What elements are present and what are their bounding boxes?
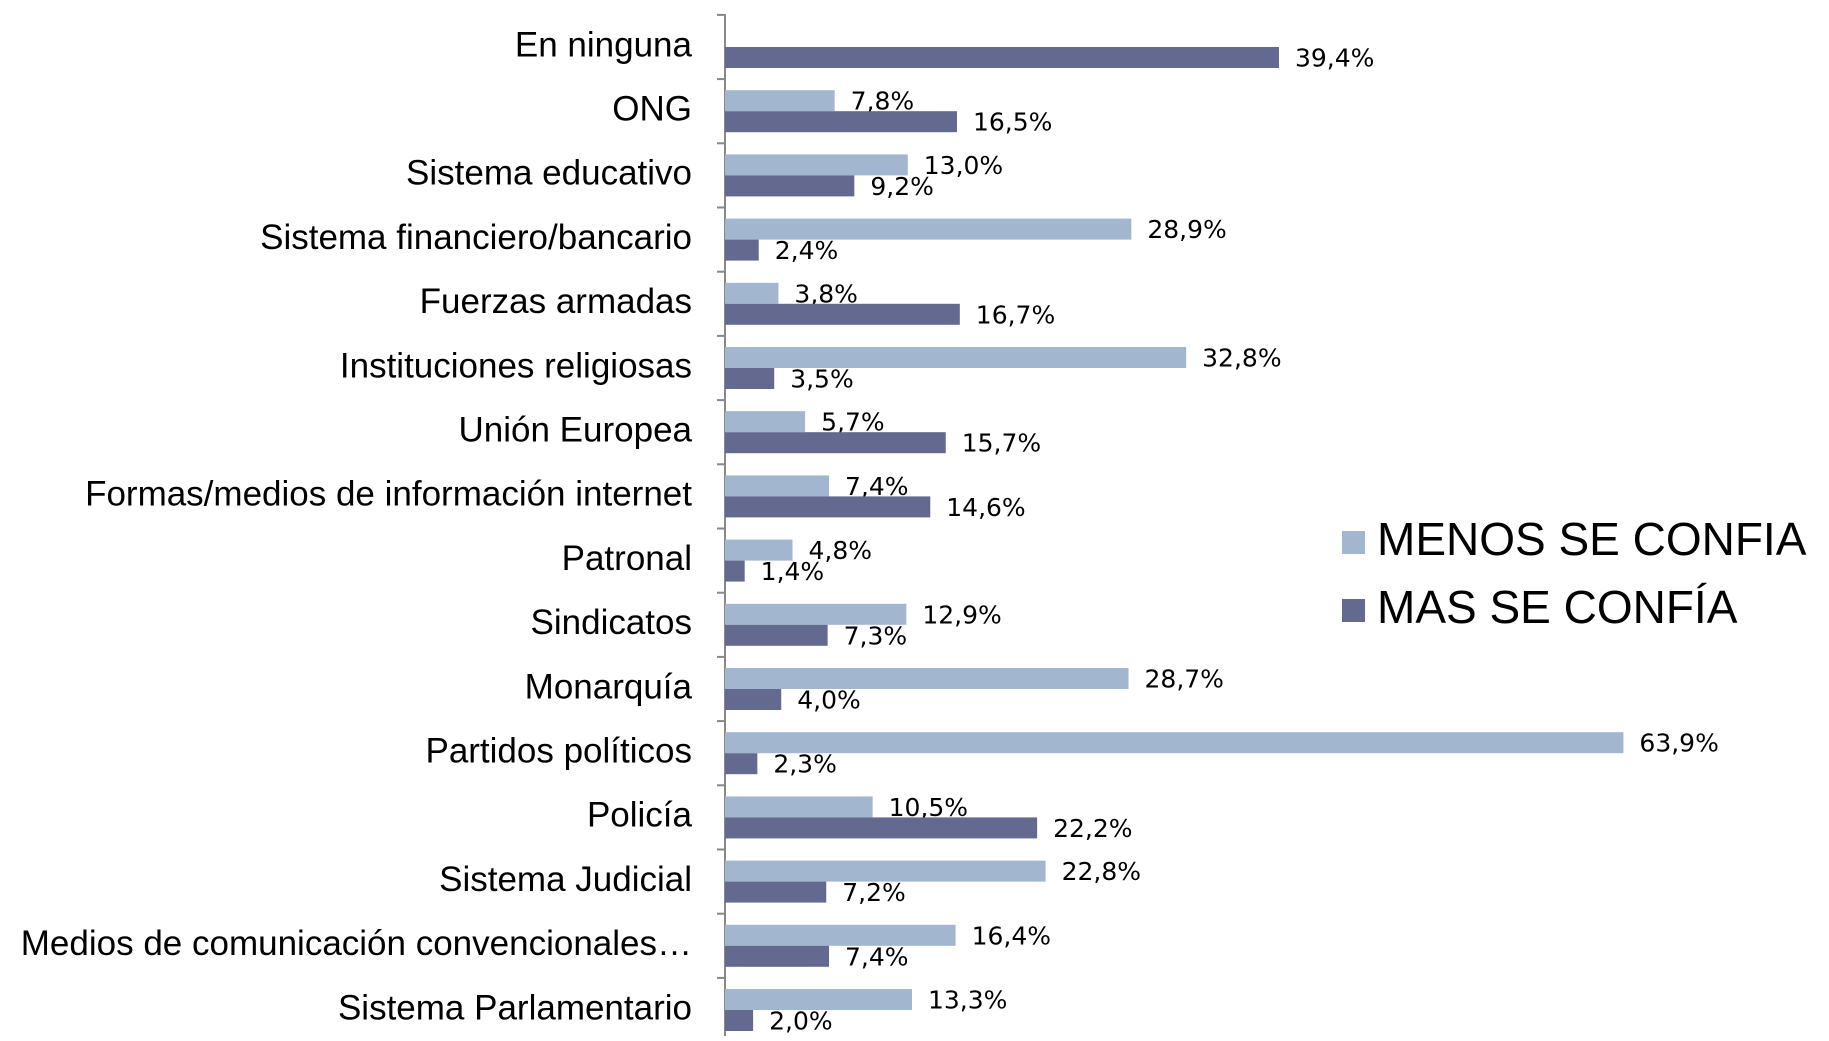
value-label: 1,4%: [761, 557, 825, 586]
category-label: ONG: [612, 89, 692, 128]
value-label: 12,9%: [922, 600, 1001, 629]
value-label: 16,7%: [976, 300, 1055, 329]
category-label: Sistema financiero/bancario: [260, 218, 692, 257]
value-label: 63,9%: [1639, 729, 1718, 758]
category-label: En ninguna: [515, 25, 693, 64]
value-label: 32,8%: [1202, 344, 1281, 373]
category-label: Sistema educativo: [406, 154, 692, 193]
bar: [725, 175, 855, 197]
value-label: 7,4%: [845, 472, 909, 501]
bar: [725, 347, 1187, 368]
value-label: 4,8%: [808, 536, 872, 565]
value-label: 7,4%: [845, 942, 909, 971]
bar: [725, 945, 830, 967]
bar: [725, 668, 1129, 689]
bar: [725, 411, 806, 433]
bar: [725, 90, 835, 112]
bar: [725, 560, 745, 582]
bar: [725, 753, 758, 775]
category-label: Unión Europea: [459, 410, 693, 449]
category-label: Sistema Parlamentario: [338, 988, 692, 1027]
legend-swatch: [1342, 599, 1365, 622]
legend-swatch: [1342, 531, 1365, 554]
value-label: 28,9%: [1147, 215, 1226, 244]
legend-label: MENOS SE CONFIA: [1377, 513, 1807, 565]
value-label: 39,4%: [1295, 44, 1374, 73]
value-label: 7,2%: [842, 878, 906, 907]
bar: [725, 239, 759, 261]
category-label: Policía: [587, 796, 693, 835]
bar: [725, 1010, 754, 1031]
category-label: Sindicatos: [531, 603, 692, 642]
value-label: 2,0%: [769, 1007, 833, 1036]
bar: [725, 154, 908, 176]
value-label: 28,7%: [1145, 665, 1224, 694]
bar: [725, 817, 1038, 839]
bar: [725, 624, 828, 646]
value-label: 3,8%: [794, 279, 858, 308]
category-label: Formas/medios de información internet: [85, 475, 692, 514]
category-label: Sistema Judicial: [439, 860, 692, 899]
category-label: Medios de comunicación convencionales…: [21, 924, 692, 963]
bar: [725, 989, 912, 1010]
category-label: Fuerzas armadas: [420, 282, 692, 321]
bar: [725, 218, 1132, 240]
bar: [725, 924, 956, 946]
bar: [725, 539, 793, 561]
value-label: 5,7%: [821, 408, 885, 437]
bar: [725, 496, 931, 518]
value-label: 16,5%: [973, 108, 1052, 137]
legend-label: MAS SE CONFÍA: [1377, 581, 1738, 633]
value-label: 22,2%: [1053, 814, 1132, 843]
bar: [725, 368, 775, 389]
value-label: 15,7%: [962, 429, 1041, 458]
value-label: 13,0%: [924, 151, 1003, 180]
value-label: 2,4%: [775, 236, 839, 265]
value-label: 22,8%: [1062, 857, 1141, 886]
value-label: 2,3%: [773, 750, 837, 779]
value-label: 3,5%: [790, 365, 854, 394]
value-label: 16,4%: [972, 921, 1051, 950]
value-label: 4,0%: [797, 686, 861, 715]
bar: [725, 860, 1046, 882]
bar: [725, 881, 827, 903]
bar: [725, 432, 946, 454]
bar: [725, 282, 779, 304]
value-label: 10,5%: [889, 793, 968, 822]
bar: [725, 47, 1279, 68]
category-label: Monarquía: [525, 667, 693, 706]
category-label: Patronal: [562, 539, 692, 578]
value-label: 9,2%: [870, 172, 934, 201]
value-label: 7,8%: [851, 87, 915, 116]
bar: [725, 732, 1624, 754]
bar: [725, 475, 830, 497]
category-label: Partidos políticos: [425, 731, 692, 770]
bar: [725, 111, 957, 133]
value-label: 13,3%: [928, 986, 1007, 1015]
bar: [725, 303, 960, 325]
category-label: Instituciones religiosas: [340, 346, 692, 385]
value-label: 7,3%: [844, 621, 908, 650]
bar: [725, 603, 907, 625]
bar: [725, 796, 873, 818]
bar: [725, 689, 782, 710]
value-label: 14,6%: [946, 493, 1025, 522]
